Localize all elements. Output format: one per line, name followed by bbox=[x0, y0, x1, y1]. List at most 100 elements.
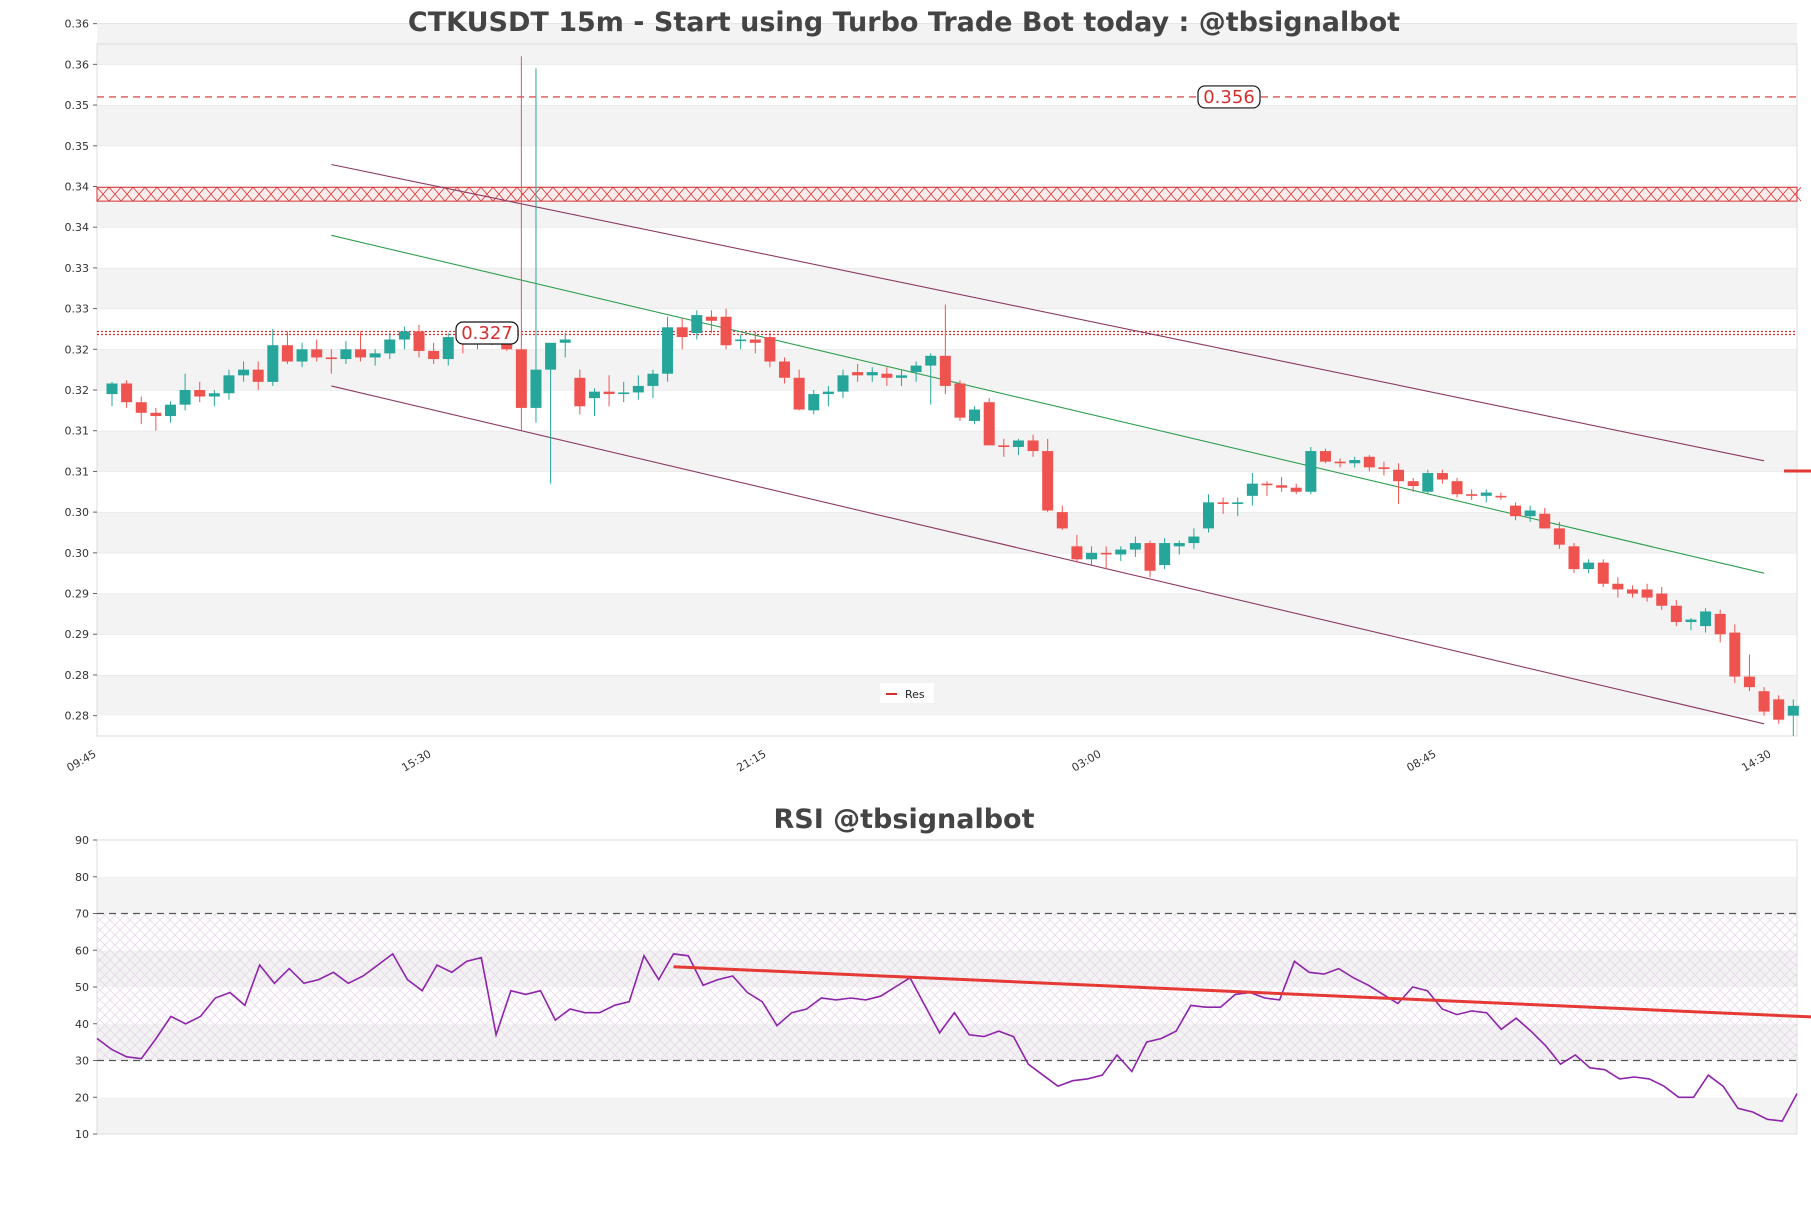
candle-body bbox=[442, 337, 454, 360]
zone-hatch bbox=[600, 187, 614, 202]
zone-hatch bbox=[288, 187, 302, 202]
candle-body bbox=[1246, 483, 1258, 496]
zone-hatch bbox=[804, 187, 818, 202]
zone-hatch bbox=[156, 187, 170, 202]
zone-hatch bbox=[1080, 187, 1094, 202]
candle-body bbox=[1626, 589, 1638, 594]
zone-hatch bbox=[504, 187, 518, 202]
zone-hatch bbox=[540, 187, 554, 202]
zone-hatch bbox=[720, 187, 734, 202]
rsi-series bbox=[96, 952, 1798, 1122]
candle-body bbox=[384, 339, 396, 354]
zone-hatch bbox=[1680, 187, 1694, 202]
grid-band bbox=[97, 512, 1797, 553]
zone-hatch bbox=[912, 187, 926, 202]
level-label: 0.356 bbox=[1203, 87, 1255, 108]
zone-hatch bbox=[1116, 187, 1130, 202]
zone-hatch bbox=[324, 187, 338, 202]
candle-body bbox=[340, 349, 352, 360]
x-tick-label: 14:30 bbox=[1740, 747, 1774, 774]
y-tick-label: 0.32 bbox=[65, 384, 90, 397]
zone-hatch bbox=[240, 187, 254, 202]
candle-body bbox=[720, 316, 732, 346]
candle-body bbox=[910, 365, 922, 373]
zone-hatch bbox=[1368, 187, 1382, 202]
zone-hatch bbox=[312, 187, 326, 202]
y-tick-label: 0.34 bbox=[65, 221, 90, 234]
candle-body bbox=[413, 331, 425, 351]
candle-body bbox=[969, 409, 981, 421]
zone-hatch bbox=[1584, 187, 1598, 202]
rsi-y-tick-label: 70 bbox=[75, 908, 89, 921]
candle-body bbox=[603, 391, 615, 395]
candle-body bbox=[1276, 485, 1288, 488]
candle-body bbox=[1071, 546, 1083, 560]
candle-body bbox=[705, 316, 717, 321]
zone-hatch bbox=[1332, 187, 1346, 202]
zone-hatch bbox=[1224, 187, 1238, 202]
zone-hatch bbox=[1404, 187, 1418, 202]
zone-hatch bbox=[1092, 187, 1106, 202]
candle-body bbox=[1349, 460, 1361, 464]
rsi-line bbox=[96, 952, 1798, 1122]
candle-body bbox=[735, 339, 747, 342]
grid-band bbox=[97, 227, 1797, 268]
zone-hatch bbox=[1188, 187, 1202, 202]
candle-body bbox=[852, 372, 864, 376]
grid-band bbox=[97, 634, 1797, 675]
candle-body bbox=[1129, 543, 1141, 550]
candle-body bbox=[150, 412, 162, 417]
grid-band bbox=[97, 267, 1797, 309]
candle-body bbox=[1524, 510, 1536, 517]
grid-band bbox=[97, 390, 1797, 431]
zone-hatch bbox=[1476, 187, 1490, 202]
zone-hatch bbox=[564, 187, 578, 202]
candle-body bbox=[793, 377, 805, 410]
candle-body bbox=[1012, 440, 1024, 447]
zone-hatch bbox=[336, 187, 350, 202]
y-tick-label: 0.28 bbox=[65, 669, 90, 682]
zone-hatch bbox=[1272, 187, 1286, 202]
candle-body bbox=[252, 369, 264, 382]
candle-body bbox=[749, 339, 761, 343]
zone-hatch bbox=[1500, 187, 1514, 202]
zone-hatch bbox=[864, 187, 878, 202]
y-tick-label: 0.33 bbox=[65, 262, 90, 275]
zone-hatch bbox=[828, 187, 842, 202]
zone-hatch bbox=[204, 187, 218, 202]
candle-body bbox=[866, 372, 878, 376]
candle-body bbox=[325, 357, 337, 360]
candle-body bbox=[1466, 494, 1478, 496]
zone-hatch bbox=[1284, 187, 1298, 202]
candle-body bbox=[779, 361, 791, 378]
x-tick-label: 08:45 bbox=[1405, 747, 1439, 774]
level-label-box bbox=[455, 321, 519, 345]
zone-hatch bbox=[960, 187, 974, 202]
y-tick-label: 0.32 bbox=[65, 343, 90, 356]
candle-body bbox=[1539, 513, 1551, 529]
zone-hatch bbox=[1164, 187, 1178, 202]
zone-hatch bbox=[972, 187, 986, 202]
candle-body bbox=[1656, 593, 1668, 606]
y-tick-label: 0.36 bbox=[65, 58, 90, 71]
rsi-y-tick-label: 90 bbox=[75, 834, 89, 847]
candle-body bbox=[369, 353, 381, 358]
candle-body bbox=[1436, 473, 1448, 480]
zone-hatch bbox=[528, 187, 542, 202]
zone-hatch bbox=[1644, 187, 1658, 202]
candle-body bbox=[1510, 505, 1522, 517]
zone-hatch bbox=[648, 187, 662, 202]
zone-hatch bbox=[432, 187, 446, 202]
zone-hatch bbox=[780, 187, 794, 202]
candle-body bbox=[1056, 512, 1068, 529]
candle-body bbox=[822, 391, 834, 395]
channel-upper-line bbox=[331, 163, 1765, 462]
candle-body bbox=[1773, 699, 1785, 720]
candle-body bbox=[1115, 549, 1127, 555]
candle-body bbox=[939, 355, 951, 386]
resistance-levels bbox=[97, 96, 1797, 336]
zone-hatch bbox=[456, 187, 470, 202]
candle-body bbox=[1027, 440, 1039, 452]
zone-hatch bbox=[1440, 187, 1454, 202]
